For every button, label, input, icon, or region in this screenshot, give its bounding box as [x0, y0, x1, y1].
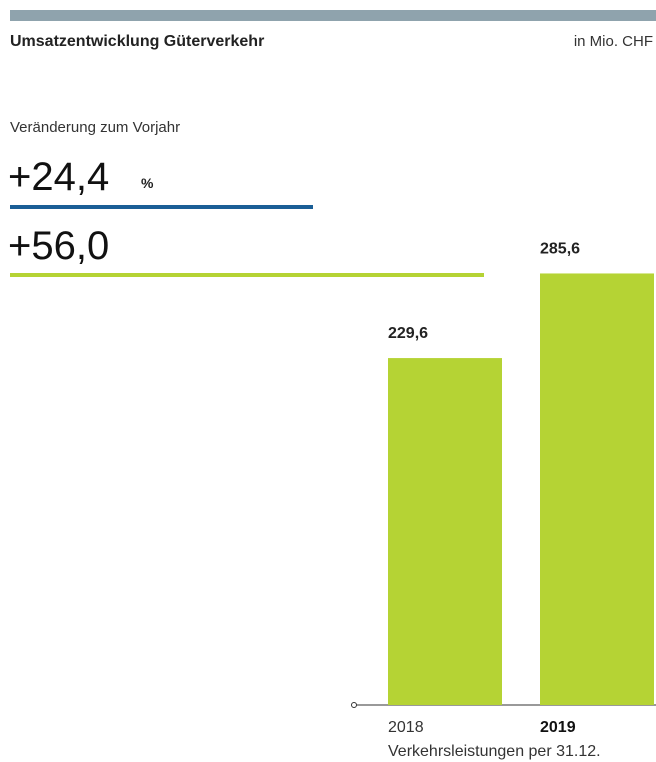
divider-blue — [10, 205, 313, 209]
unit-label: in Mio. CHF — [574, 33, 653, 50]
change-label: Veränderung zum Vorjahr — [10, 119, 180, 136]
change-percent: +24,4 — [8, 155, 109, 199]
percent-sign: % — [141, 175, 154, 191]
divider-green — [10, 273, 484, 277]
x-tick-label: 2018 — [388, 719, 424, 736]
bar — [388, 358, 502, 705]
value-label: 229,6 — [388, 325, 428, 342]
x-axis-label: Verkehrsleistungen per 31.12. — [388, 743, 601, 760]
value-label: 285,6 — [540, 240, 580, 257]
change-absolute: +56,0 — [8, 224, 109, 268]
x-tick-label: 2019 — [540, 719, 576, 736]
bar — [540, 273, 654, 705]
header-bar — [10, 10, 656, 21]
chart-title: Umsatzentwicklung Güterverkehr — [10, 33, 264, 50]
baseline-dot — [351, 702, 357, 708]
